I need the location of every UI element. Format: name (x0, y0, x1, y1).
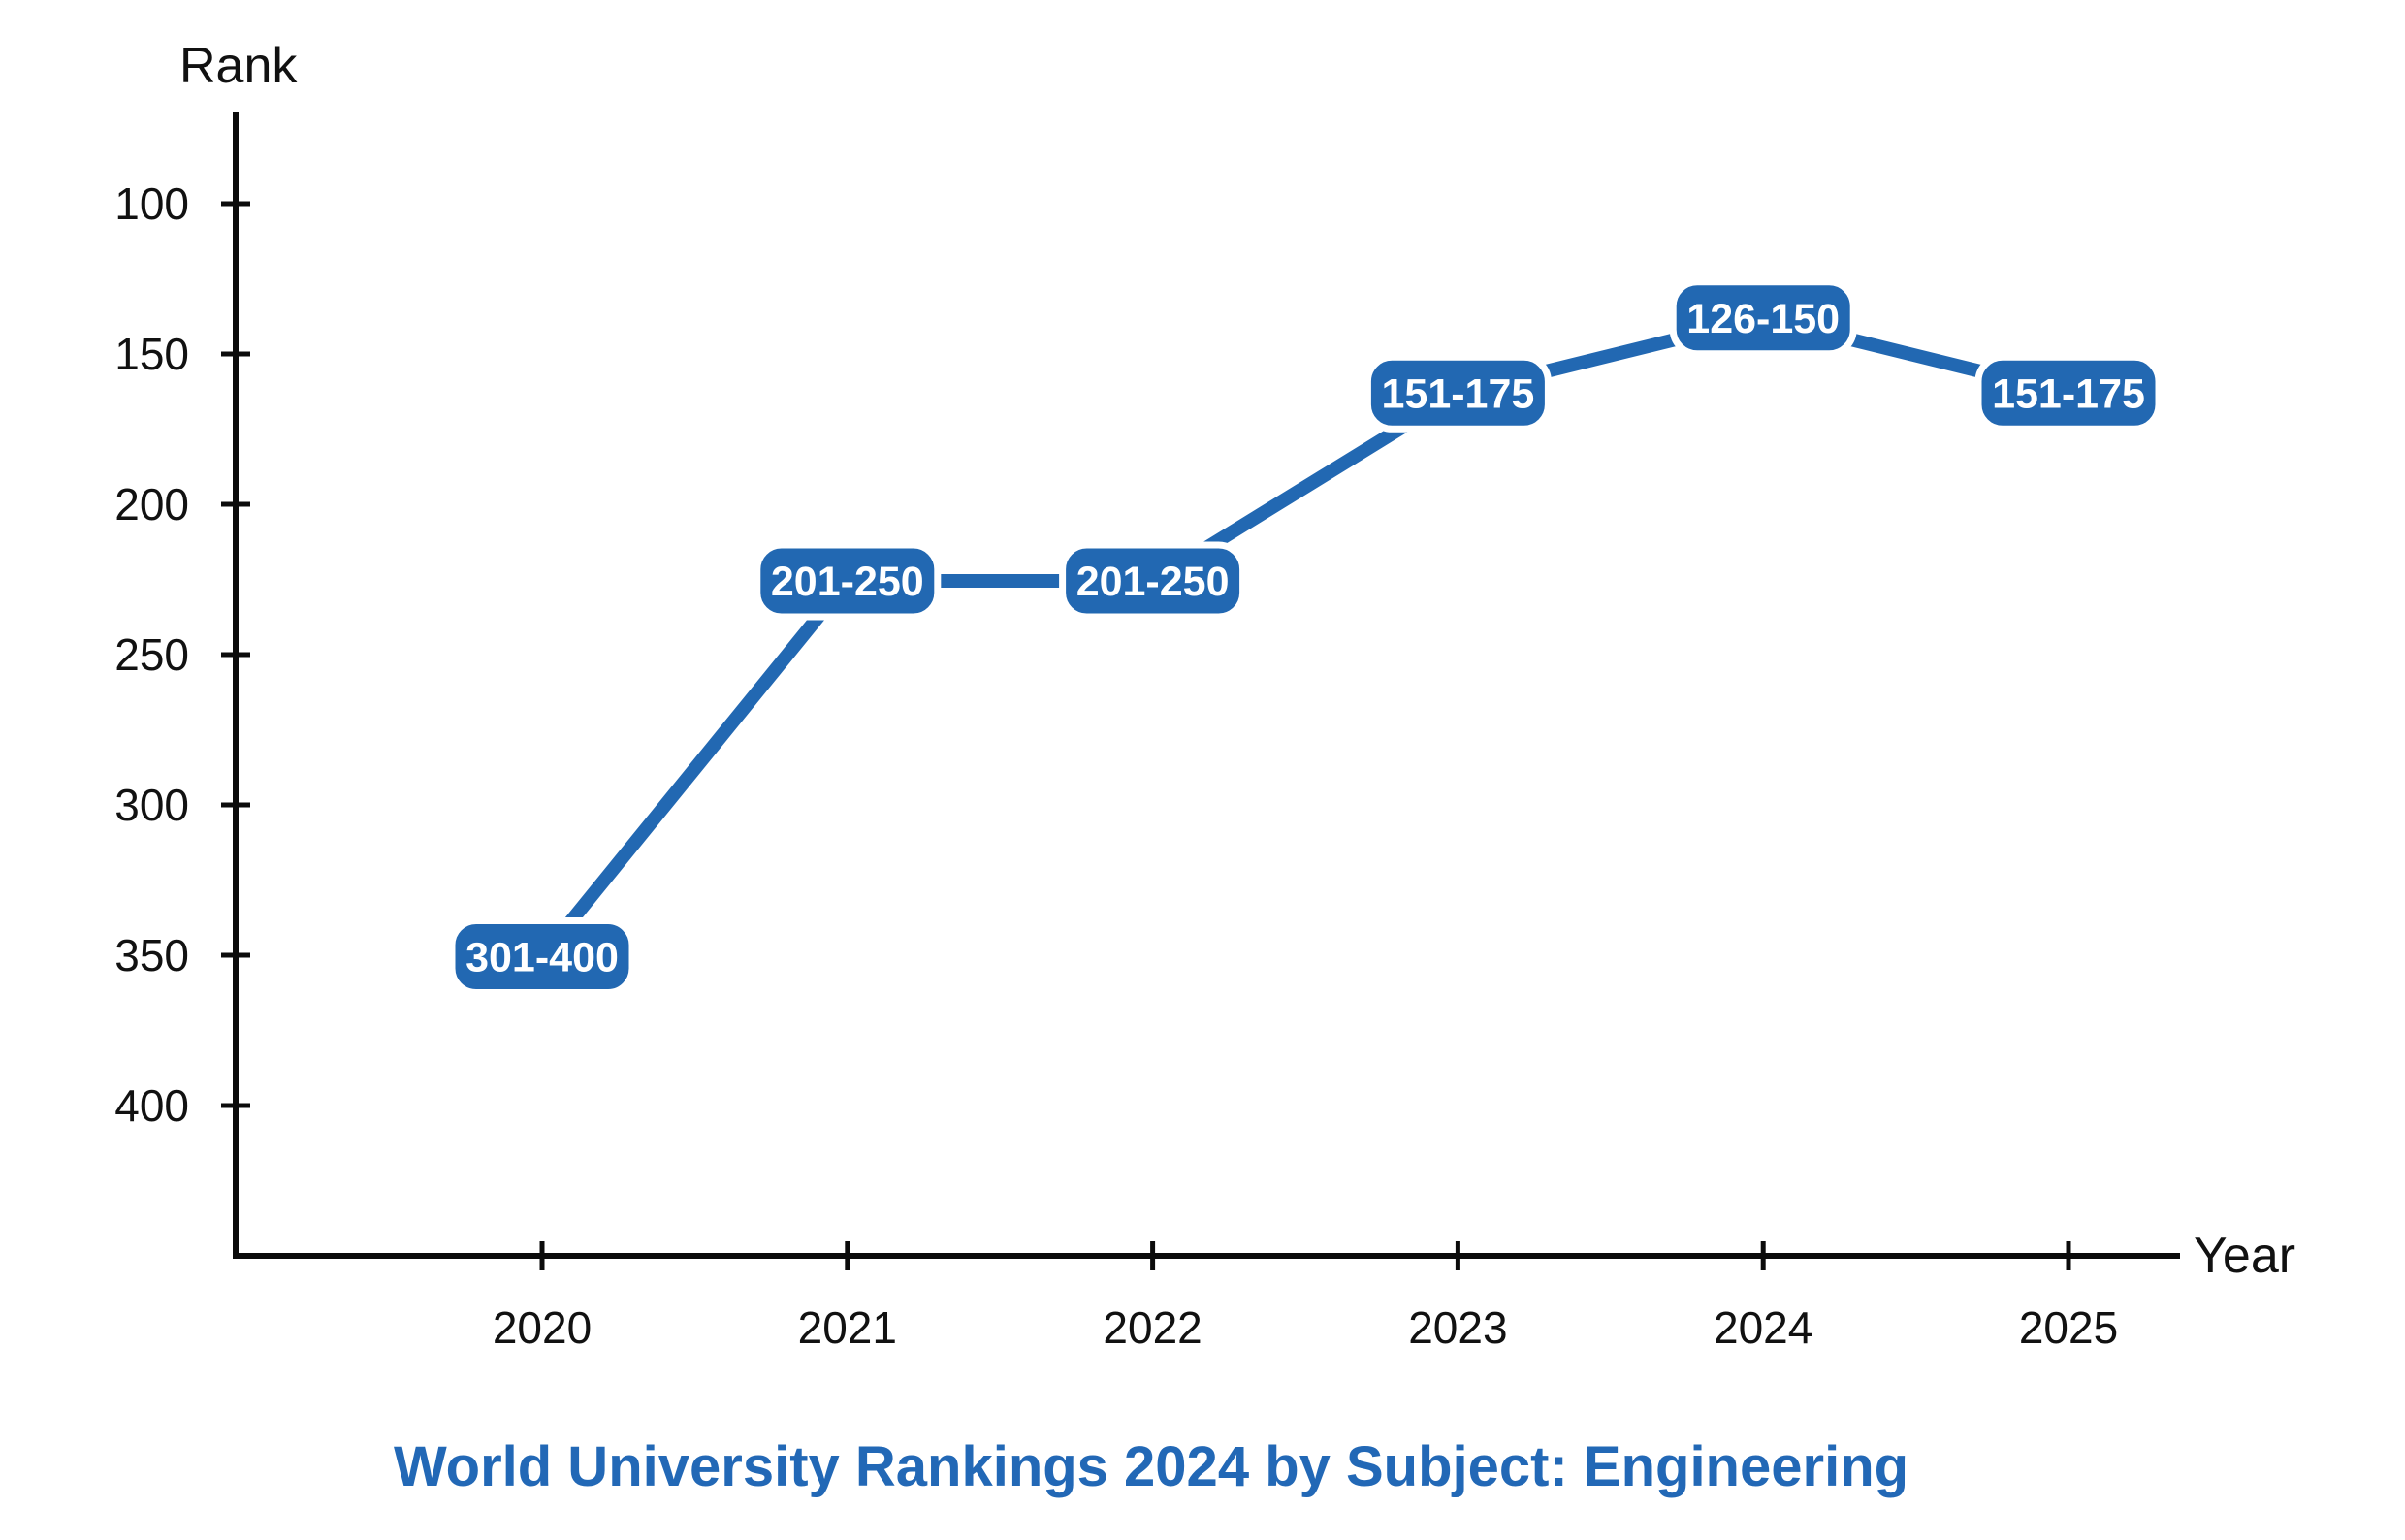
badge-label: 126-150 (1686, 296, 1840, 342)
badge-label: 301-400 (465, 935, 619, 981)
y-axis-title: Rank (179, 38, 298, 94)
chart-title: World University Rankings 2024 by Subjec… (394, 1435, 1908, 1498)
badge-background (1363, 353, 1552, 433)
badge-label: 201-250 (1076, 559, 1230, 605)
data-point-badge: 151-175 (1974, 353, 2163, 433)
y-tick-label: 350 (114, 930, 189, 980)
badge-background (1974, 353, 2163, 433)
y-tick-label: 300 (114, 780, 189, 830)
badge-background (754, 541, 942, 621)
x-tick-label: 2021 (798, 1302, 897, 1353)
badge-label: 201-250 (771, 559, 924, 605)
badge-label: 151-175 (1992, 370, 2145, 417)
x-tick-label: 2025 (2019, 1302, 2118, 1353)
y-tick-label: 150 (114, 329, 189, 379)
x-tick-label: 2020 (493, 1302, 592, 1353)
y-tick-label: 400 (114, 1080, 189, 1131)
x-axis-title: Year (2194, 1228, 2295, 1284)
data-point-badge: 201-250 (1059, 541, 1247, 621)
data-point-badge: 201-250 (754, 541, 942, 621)
x-tick-label: 2024 (1714, 1302, 1812, 1353)
badge-background (448, 917, 636, 997)
y-axis-ticks: 100 150 200 250 300 350 400 (114, 178, 250, 1131)
data-point-badge: 301-400 (448, 917, 636, 997)
badge-label: 151-175 (1381, 370, 1534, 417)
plot-area: 301-400 201-250 201-250 151-175 126-150 151-1… (448, 278, 2163, 997)
y-tick-label: 100 (114, 178, 189, 229)
y-tick-label: 200 (114, 479, 189, 529)
badge-background (1059, 541, 1247, 621)
badge-background (1669, 278, 1857, 358)
x-tick-label: 2023 (1408, 1302, 1507, 1353)
data-point-badge: 151-175 (1363, 353, 1552, 433)
rank-series-line (535, 310, 2075, 964)
y-tick-label: 250 (114, 629, 189, 680)
x-axis-ticks: 2020 2021 2022 2023 2024 2025 (493, 1241, 2118, 1353)
data-point-badge: 126-150 (1669, 278, 1857, 358)
x-tick-label: 2022 (1103, 1302, 1202, 1353)
